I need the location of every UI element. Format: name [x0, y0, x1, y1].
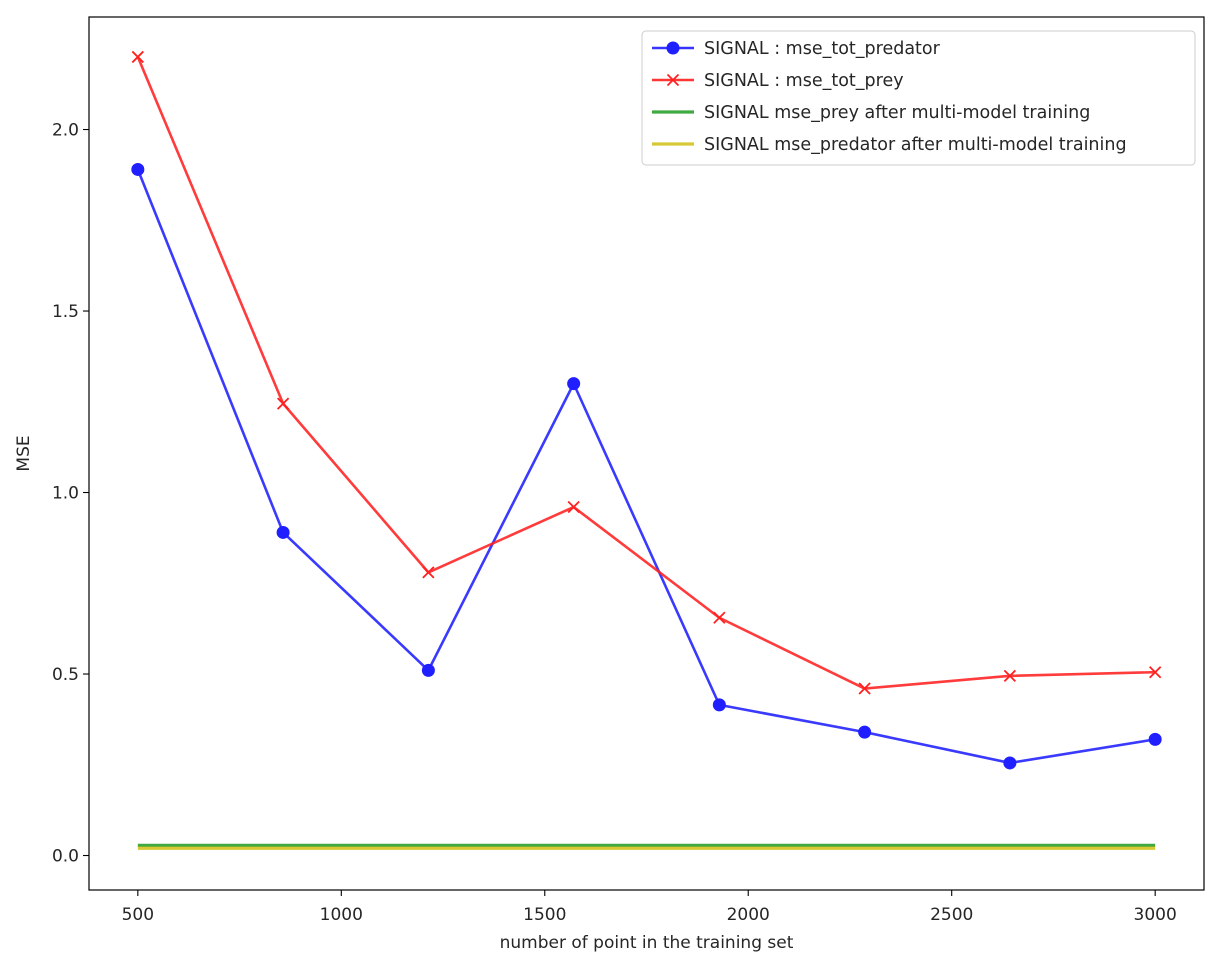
- legend-entry-label: SIGNAL : mse_tot_predator: [704, 39, 941, 59]
- data-point: [131, 162, 145, 176]
- data-point: [1003, 669, 1017, 682]
- legend-entry-label: SIGNAL mse_prey after multi-model traini…: [704, 103, 1090, 123]
- series-line-1: [136, 56, 1156, 690]
- data-point-stroke: [1003, 669, 1017, 682]
- data-point: [1149, 666, 1162, 679]
- data-point: [567, 500, 580, 514]
- x-tick-label: 1500: [523, 905, 566, 925]
- y-tick-label: 1.0: [52, 484, 79, 504]
- plot-frame: [88, 16, 1205, 891]
- y-tick-label: 0.5: [52, 665, 79, 685]
- data-point-stroke: [131, 50, 144, 64]
- data-point: [713, 611, 726, 624]
- data-point: [567, 377, 581, 391]
- x-tick-label: 2500: [930, 905, 973, 925]
- series-layer: [131, 50, 1162, 850]
- x-axis-label: number of point in the training set: [500, 933, 794, 953]
- x-tick-label: 1000: [320, 905, 363, 925]
- y-tick-label: 0.0: [52, 847, 79, 867]
- series-line-0: [136, 168, 1156, 765]
- data-point: [421, 663, 435, 677]
- legend-entry-label: SIGNAL mse_predator after multi-model tr…: [704, 135, 1127, 155]
- data-point: [858, 682, 871, 695]
- x-tick-label: 3000: [1134, 905, 1177, 925]
- legend-entry-label: SIGNAL : mse_tot_prey: [704, 71, 904, 91]
- data-point-stroke: [567, 500, 580, 514]
- legend-frame: [641, 30, 1196, 166]
- data-point: [858, 725, 872, 739]
- y-axis-label: MSE: [14, 435, 34, 471]
- legend-swatch-marker: [666, 73, 680, 87]
- data-point: [422, 566, 435, 579]
- data-point-stroke: [422, 566, 435, 579]
- x-tick-label: 2000: [727, 905, 770, 925]
- data-point: [1148, 732, 1162, 746]
- data-point: [712, 698, 726, 712]
- x-axis-ticks: 500 1000 1500 2000 2500 3000: [122, 890, 1177, 925]
- legend-swatch-marker: [666, 41, 680, 55]
- data-point-stroke: [276, 397, 290, 410]
- data-point: [276, 525, 290, 539]
- x-tick-label: 500: [122, 905, 154, 925]
- data-point: [1003, 756, 1017, 770]
- y-axis-ticks: 0.0 0.5 1.0 1.5 2.0: [52, 121, 89, 867]
- data-point-stroke: [1149, 666, 1162, 679]
- legend: SIGNAL : mse_tot_predator SIGNAL : mse_to…: [641, 30, 1196, 166]
- y-tick-label: 2.0: [52, 121, 79, 141]
- y-tick-label: 1.5: [52, 302, 79, 322]
- data-point-stroke: [858, 682, 871, 695]
- data-point-stroke: [713, 611, 726, 624]
- data-point: [276, 397, 290, 410]
- data-point: [131, 50, 144, 64]
